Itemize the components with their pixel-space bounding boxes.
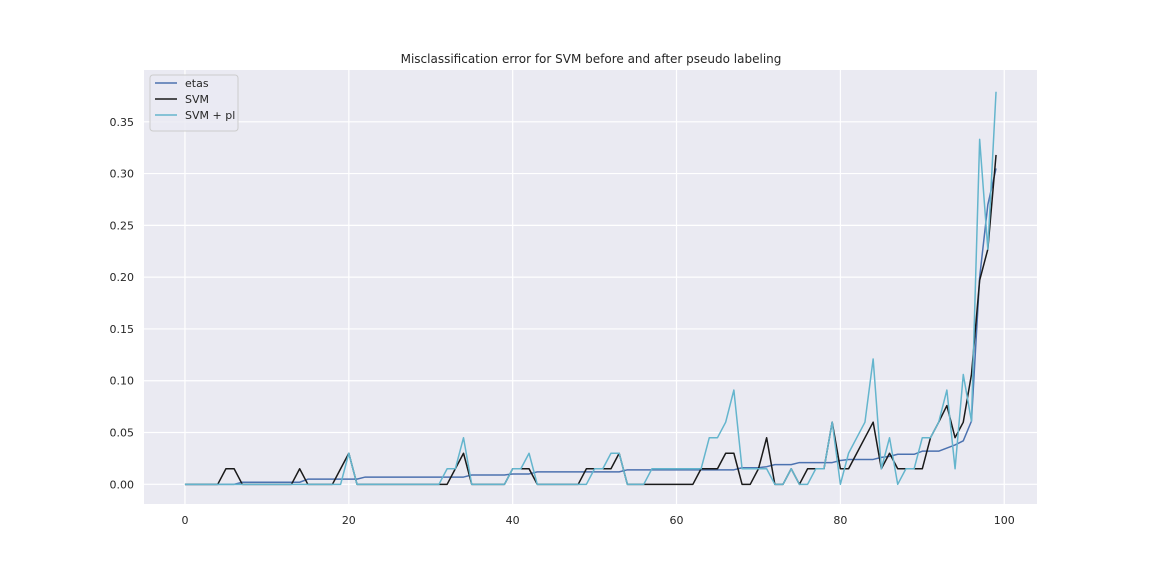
legend-label: SVM + pl xyxy=(185,109,235,122)
y-tick-label: 0.25 xyxy=(110,219,135,232)
series-lines xyxy=(184,91,997,486)
x-tick-label: 40 xyxy=(506,514,520,527)
x-tick-label: 80 xyxy=(833,514,847,527)
x-tick-label: 60 xyxy=(670,514,684,527)
legend-label: SVM xyxy=(185,93,209,106)
x-tick-label: 0 xyxy=(181,514,188,527)
y-tick-label: 0.30 xyxy=(110,168,135,181)
legend: etas SVM SVM + pl xyxy=(149,74,239,132)
x-tick-label: 100 xyxy=(994,514,1015,527)
series-line-etas xyxy=(184,168,997,486)
y-tick-label: 0.20 xyxy=(110,271,135,284)
y-tick-label: 0.05 xyxy=(110,427,135,440)
legend-label: etas xyxy=(185,77,209,90)
chart-title: Misclassification error for SVM before a… xyxy=(401,52,782,66)
y-tick-label: 0.00 xyxy=(110,478,135,491)
x-tick-label: 20 xyxy=(342,514,356,527)
series-line-svm-pl xyxy=(184,91,997,486)
x-axis-ticks: 0 20 40 60 80 100 xyxy=(181,514,1014,527)
legend-box xyxy=(149,74,239,132)
y-axis-ticks: 0.00 0.05 0.10 0.15 0.20 0.25 0.30 0.35 xyxy=(110,116,135,492)
grid xyxy=(144,70,1037,504)
y-tick-label: 0.35 xyxy=(110,116,135,129)
y-tick-label: 0.15 xyxy=(110,323,135,336)
y-tick-label: 0.10 xyxy=(110,375,135,388)
plot-area xyxy=(144,70,1037,504)
